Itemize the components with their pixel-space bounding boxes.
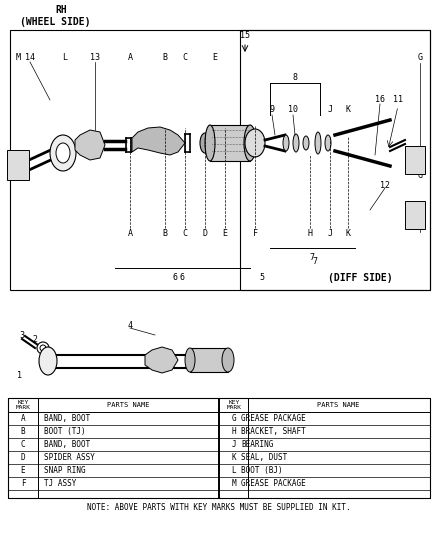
Text: F: F	[21, 479, 25, 488]
Text: 11: 11	[393, 95, 403, 104]
Ellipse shape	[205, 125, 215, 161]
Text: J: J	[328, 106, 332, 115]
Ellipse shape	[185, 348, 195, 372]
Text: A: A	[127, 53, 133, 62]
Text: H: H	[307, 229, 312, 238]
Bar	[8, 398, 430, 498]
Text: H: H	[232, 427, 237, 436]
Text: 7: 7	[312, 257, 318, 266]
Text: BOOT (TJ): BOOT (TJ)	[44, 427, 85, 436]
Text: GREASE PACKAGE: GREASE PACKAGE	[241, 414, 306, 423]
Text: 9: 9	[269, 106, 275, 115]
Text: M: M	[232, 479, 237, 488]
Bar	[405, 146, 425, 174]
Text: B: B	[21, 427, 25, 436]
Text: 6: 6	[180, 272, 184, 281]
Text: C: C	[183, 229, 187, 238]
Ellipse shape	[293, 134, 299, 152]
Text: BRACKET, SHAFT: BRACKET, SHAFT	[241, 427, 306, 436]
Ellipse shape	[244, 125, 256, 161]
Text: B: B	[162, 229, 167, 238]
Text: 2: 2	[32, 335, 38, 344]
Text: 4: 4	[127, 320, 133, 329]
Text: (WHEEL SIDE): (WHEEL SIDE)	[20, 17, 91, 27]
Text: E: E	[223, 229, 227, 238]
Text: 13: 13	[90, 53, 100, 62]
Text: G: G	[417, 171, 423, 180]
Text: PARTS NAME: PARTS NAME	[317, 402, 359, 408]
Text: SEAL, DUST: SEAL, DUST	[241, 453, 287, 462]
Text: 8: 8	[293, 74, 297, 83]
Ellipse shape	[56, 143, 70, 163]
Text: C: C	[183, 53, 187, 62]
Ellipse shape	[50, 135, 76, 171]
Text: E: E	[212, 53, 218, 62]
Text: G: G	[417, 53, 423, 62]
Text: M: M	[15, 53, 21, 62]
Ellipse shape	[39, 347, 57, 375]
Text: A: A	[21, 414, 25, 423]
Text: BAND, BOOT: BAND, BOOT	[44, 440, 90, 449]
Text: L: L	[63, 53, 67, 62]
Text: J: J	[232, 440, 237, 449]
Text: 14: 14	[25, 53, 35, 62]
Text: B: B	[162, 53, 167, 62]
Text: E: E	[21, 466, 25, 475]
Text: G: G	[232, 414, 237, 423]
Text: 1: 1	[18, 370, 22, 379]
Text: L: L	[232, 466, 237, 475]
Text: (DIFF SIDE): (DIFF SIDE)	[328, 273, 392, 283]
Text: KEY
MARK: KEY MARK	[15, 400, 31, 410]
Text: F: F	[252, 229, 258, 238]
Ellipse shape	[37, 342, 49, 354]
Text: TJ ASSY: TJ ASSY	[44, 479, 76, 488]
Text: GREASE PACKAGE: GREASE PACKAGE	[241, 479, 306, 488]
Text: 15: 15	[240, 30, 250, 39]
Ellipse shape	[200, 133, 210, 153]
Text: SNAP RING: SNAP RING	[44, 466, 85, 475]
Text: 10: 10	[288, 106, 298, 115]
Ellipse shape	[40, 345, 46, 351]
Ellipse shape	[325, 135, 331, 151]
Text: C: C	[21, 440, 25, 449]
Text: J: J	[328, 229, 332, 238]
Text: RH: RH	[55, 5, 67, 15]
Text: 3: 3	[20, 330, 25, 340]
Ellipse shape	[315, 132, 321, 154]
Text: K: K	[346, 229, 350, 238]
Polygon shape	[132, 127, 185, 155]
Text: 7: 7	[310, 253, 314, 262]
Ellipse shape	[283, 135, 289, 151]
Text: 12: 12	[380, 181, 390, 190]
Text: BEARING: BEARING	[241, 440, 273, 449]
Text: PARTS NAME: PARTS NAME	[107, 402, 149, 408]
Bar	[190, 348, 228, 372]
Text: SPIDER ASSY: SPIDER ASSY	[44, 453, 95, 462]
Text: BOOT (BJ): BOOT (BJ)	[241, 466, 283, 475]
Text: BAND, BOOT: BAND, BOOT	[44, 414, 90, 423]
Text: D: D	[21, 453, 25, 462]
Bar	[10, 30, 430, 290]
Text: KEY
MARK: KEY MARK	[226, 400, 241, 410]
Polygon shape	[75, 130, 105, 160]
Bar	[7, 150, 29, 180]
Text: K: K	[346, 106, 350, 115]
Bar	[405, 201, 425, 229]
Text: 5: 5	[259, 273, 265, 282]
Bar	[210, 125, 250, 161]
Ellipse shape	[245, 129, 265, 157]
Text: A: A	[127, 229, 133, 238]
Text: 6: 6	[173, 273, 177, 282]
Polygon shape	[145, 347, 178, 373]
Ellipse shape	[222, 348, 234, 372]
Bar	[240, 30, 430, 290]
Ellipse shape	[303, 136, 309, 150]
Text: NOTE: ABOVE PARTS WITH KEY MARKS MUST BE SUPPLIED IN KIT.: NOTE: ABOVE PARTS WITH KEY MARKS MUST BE…	[87, 504, 351, 513]
Text: 16: 16	[375, 95, 385, 104]
Text: G: G	[417, 215, 423, 224]
Text: K: K	[232, 453, 237, 462]
Text: D: D	[202, 229, 208, 238]
